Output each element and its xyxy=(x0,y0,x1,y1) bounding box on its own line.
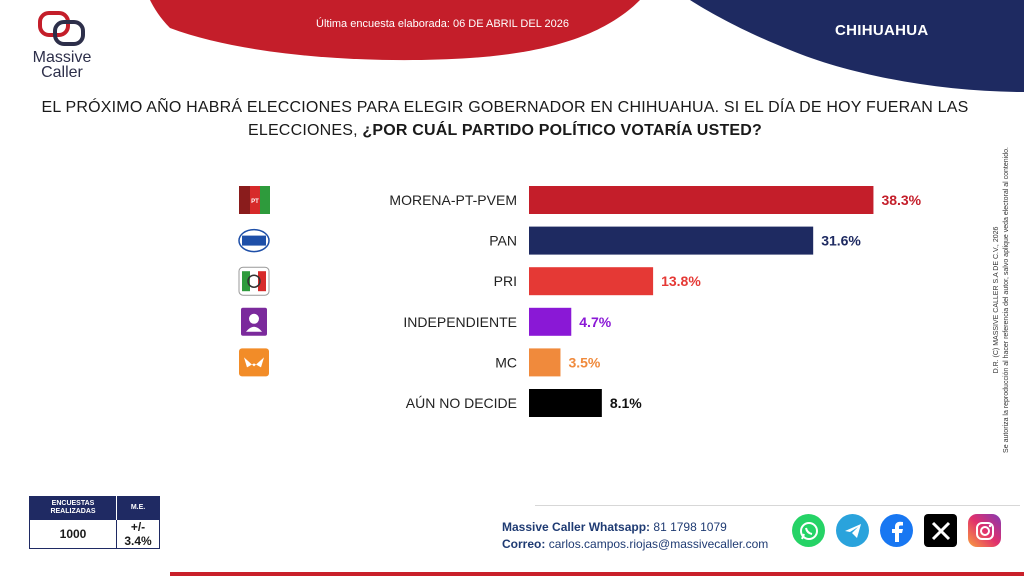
copyright-line-1: D.R. (C) MASSIVE CALLER S.A DE C.V., 202… xyxy=(993,226,1000,374)
whatsapp-icon[interactable] xyxy=(792,514,825,547)
telegram-icon[interactable] xyxy=(836,514,869,547)
logo-text: Massive Caller xyxy=(22,49,102,81)
copyright-notice: D.R. (C) MASSIVE CALLER S.A DE C.V., 202… xyxy=(992,110,1012,490)
social-links xyxy=(792,514,1001,547)
margin-error-header: M.E. xyxy=(116,496,160,520)
sample-size-table: ENCUESTAS REALIZADAS M.E. 1000 +/- 3.4% xyxy=(29,496,160,549)
vote-intention-bar-chart: PT MORENA-PT-PVEM 38.3% PAN 31.6% PRI 13.8% IND… xyxy=(238,186,922,417)
question-bold-text: ¿POR CUÁL PARTIDO POLÍTICO VOTARÍA USTED… xyxy=(362,122,763,139)
instagram-icon[interactable] xyxy=(968,514,1001,547)
bar xyxy=(529,186,874,214)
email-address[interactable]: carlos.campos.riojas@massivecaller.com xyxy=(548,537,769,551)
surveys-header: ENCUESTAS REALIZADAS xyxy=(29,496,117,520)
category-label: AÚN NO DECIDE xyxy=(406,395,517,411)
category-label: MC xyxy=(495,354,517,370)
category-label: PRI xyxy=(494,273,517,289)
header-navy-swoosh xyxy=(690,0,1024,92)
whatsapp-label: Massive Caller Whatsapp: xyxy=(502,520,651,534)
category-label: MORENA-PT-PVEM xyxy=(389,192,517,208)
value-label: 31.6% xyxy=(821,233,861,249)
logo-line-2: Caller xyxy=(41,64,83,81)
logo-line-1: Massive xyxy=(32,49,92,66)
copyright-line-2: Se autoriza la reproducción al hacer ref… xyxy=(1003,147,1010,453)
question-text: EL PRÓXIMO AÑO HABRÁ ELECCIONES PARA ELE… xyxy=(41,99,969,139)
survey-question: EL PRÓXIMO AÑO HABRÁ ELECCIONES PARA ELE… xyxy=(30,96,980,142)
bar xyxy=(529,267,654,296)
category-label: PAN xyxy=(489,233,517,249)
morena-pt-pvem-logo-icon: PT xyxy=(239,186,270,214)
header-red-swoosh xyxy=(150,0,640,61)
value-label: 13.8% xyxy=(661,273,701,289)
footer-divider xyxy=(535,505,1020,506)
email-label: Correo: xyxy=(502,537,546,551)
value-label: 4.7% xyxy=(579,314,611,330)
pan-logo-icon xyxy=(238,228,270,253)
survey-date: Última encuesta elaborada: 06 DE ABRIL D… xyxy=(316,18,569,30)
massive-caller-logo: Massive Caller xyxy=(22,8,102,84)
independiente-logo-icon xyxy=(241,307,267,336)
pri-logo-icon xyxy=(238,266,270,296)
bar xyxy=(529,307,572,336)
chat-bubbles-logo-icon xyxy=(38,11,85,46)
region-title: CHIHUAHUA xyxy=(835,22,929,39)
surveys-value: 1000 xyxy=(29,519,117,549)
bar xyxy=(529,226,814,255)
svg-text:PT: PT xyxy=(251,199,259,205)
value-label: 8.1% xyxy=(610,395,642,411)
bar xyxy=(529,348,561,377)
x-icon[interactable] xyxy=(924,514,957,547)
category-label: INDEPENDIENTE xyxy=(403,314,517,330)
value-label: 3.5% xyxy=(568,354,600,370)
whatsapp-line: Massive Caller Whatsapp: 81 1798 1079 xyxy=(502,519,768,536)
email-line: Correo: carlos.campos.riojas@massivecall… xyxy=(502,536,768,553)
mc-logo-icon xyxy=(239,348,269,377)
bottom-accent-bar xyxy=(170,572,1024,576)
whatsapp-number[interactable]: 81 1798 1079 xyxy=(653,520,727,534)
bar xyxy=(529,389,602,417)
facebook-icon[interactable] xyxy=(880,514,913,547)
value-label: 38.3% xyxy=(881,192,921,208)
margin-error-value: +/- 3.4% xyxy=(116,519,160,549)
contact-info: Massive Caller Whatsapp: 81 1798 1079 Co… xyxy=(502,519,768,553)
header-background xyxy=(150,0,1024,92)
